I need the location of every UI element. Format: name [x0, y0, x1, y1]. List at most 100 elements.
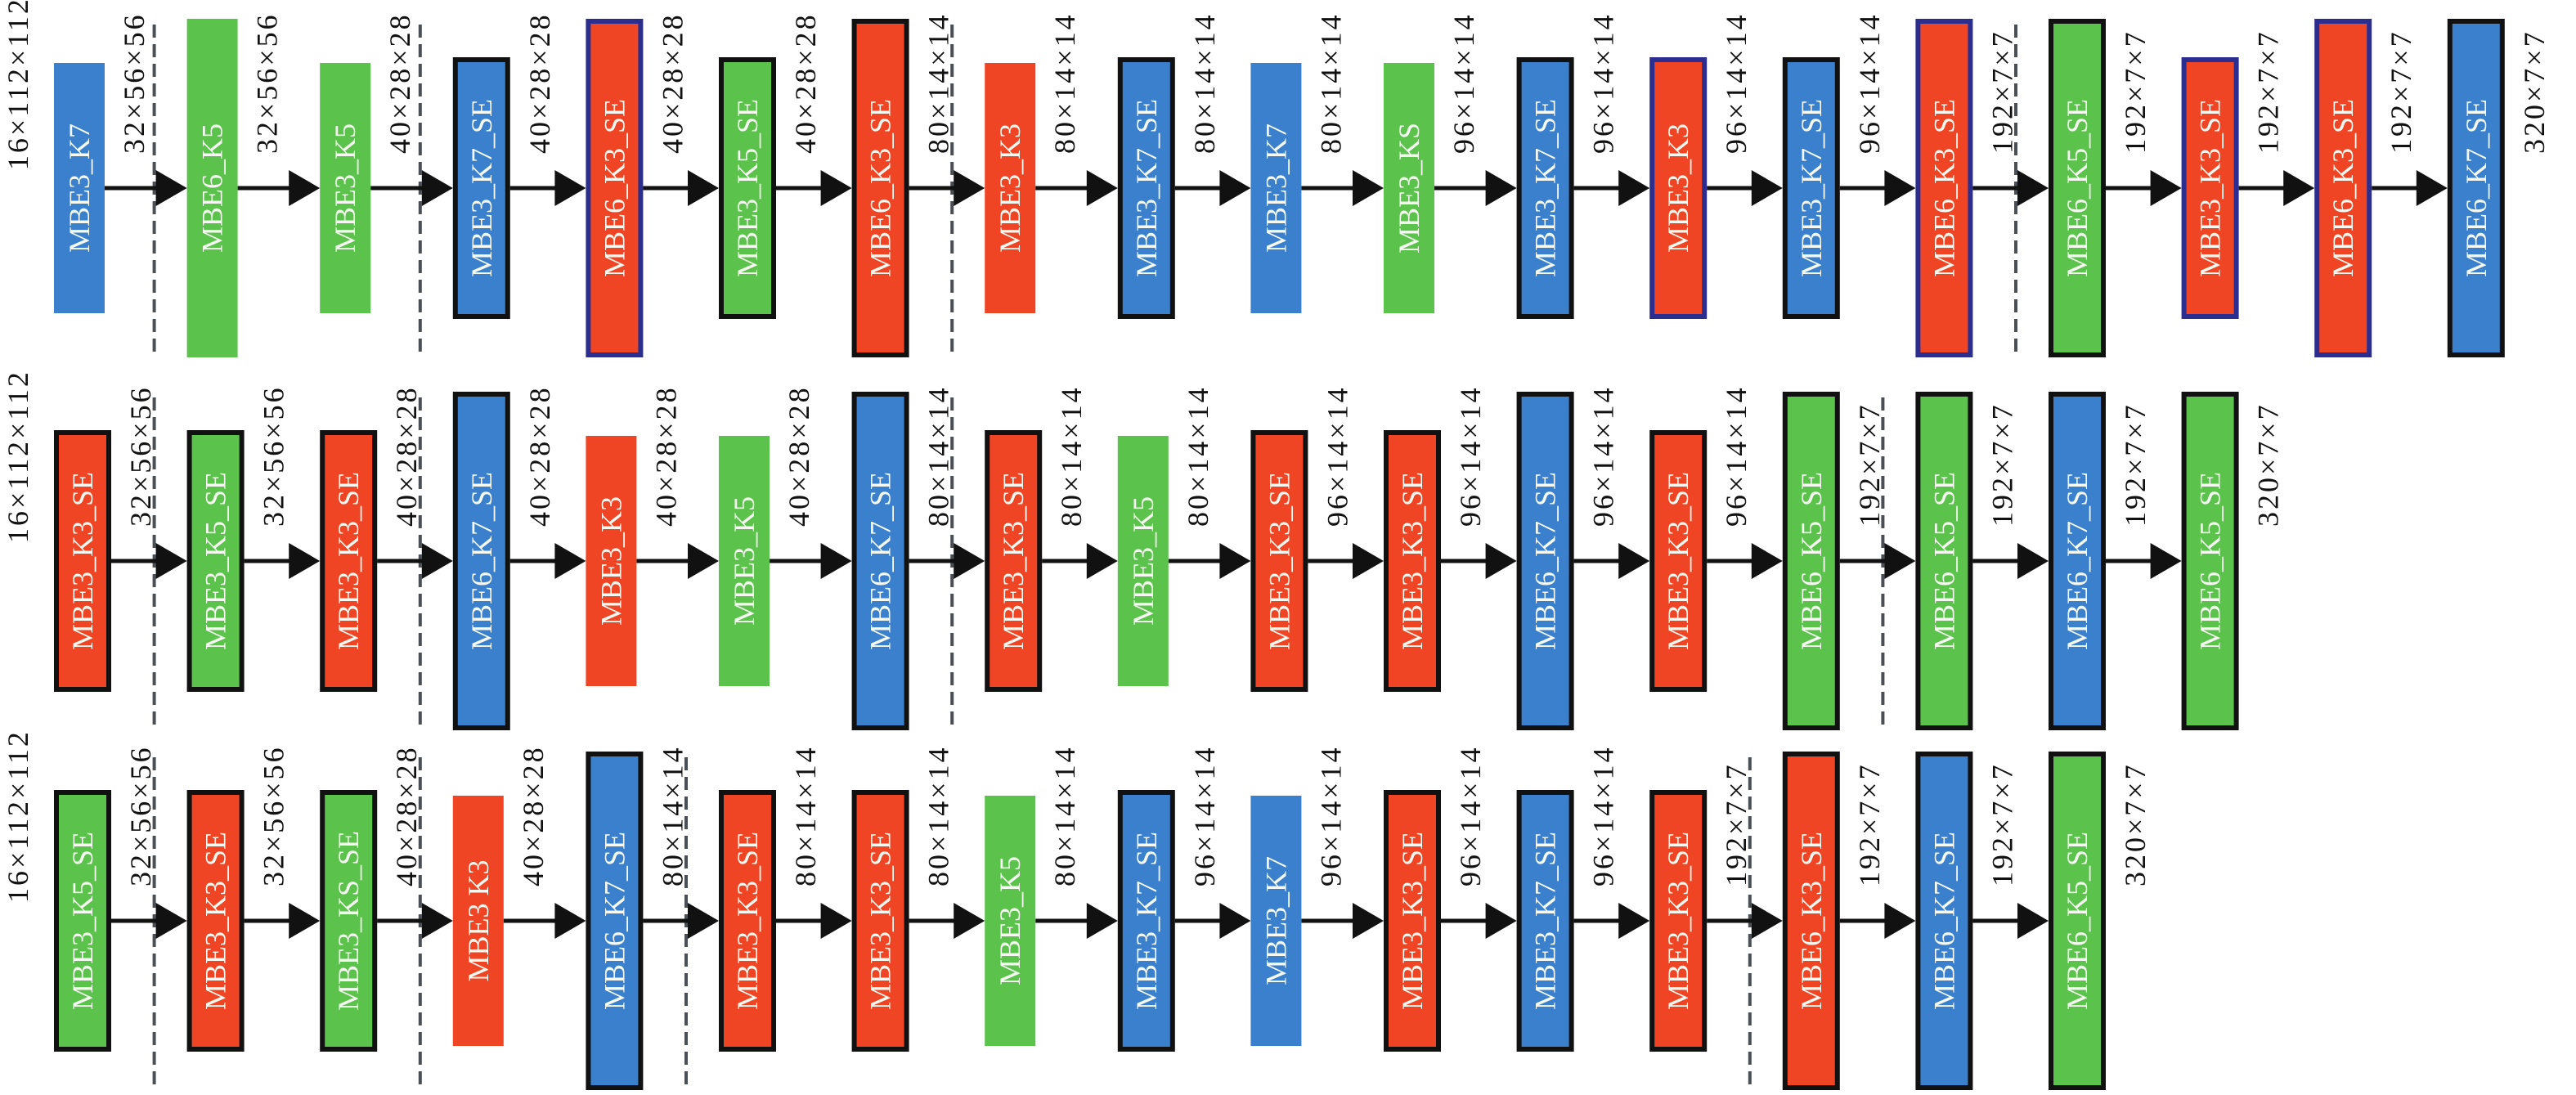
output-shape-label: 320×7×7 [2518, 29, 2551, 154]
block-label: MBE3_K3 [595, 496, 627, 626]
block-label: MBE6_K7_SE [864, 472, 897, 650]
block-label: MBE6_K3_SE [1928, 99, 1960, 277]
arrow-head-icon [2283, 170, 2315, 206]
arrow-head-icon [1485, 170, 1517, 206]
arrow-head-icon [1485, 903, 1517, 939]
block-label: MBE3_K7 [63, 123, 96, 253]
output-shape-label: 80×14×14 [656, 745, 689, 886]
block-mbe6-k3-se: MBE6_K3_SE [1915, 19, 1973, 357]
block-rect [320, 430, 378, 692]
block-mbe3-k3-se: MBE3_K3_SE [1649, 790, 1708, 1052]
output-shape-label: 32×56×56 [124, 745, 157, 886]
output-shape-label: 96×14×14 [1720, 12, 1752, 154]
output-shape-label: 40×28×28 [523, 385, 556, 527]
block-rect [985, 796, 1036, 1046]
output-shape-label: 40×28×28 [390, 745, 423, 886]
block-rect [851, 19, 909, 357]
block-rect [452, 392, 510, 730]
block-label: MBE3_K5_SE [66, 832, 99, 1010]
output-shape-label: 40×28×28 [649, 385, 682, 527]
block-rect [2181, 392, 2239, 730]
block-rect [1516, 57, 1574, 319]
block-rect [452, 796, 504, 1046]
block-mbe6-k7-se: MBE6_K7_SE [1516, 392, 1574, 730]
output-shape-label: 96×14×14 [1314, 745, 1347, 886]
arrow-head-icon [820, 543, 852, 579]
block-rect [719, 57, 776, 319]
block-label: MBE6_K3_SE [1795, 832, 1828, 1010]
arrow-head-icon [1353, 543, 1384, 579]
block-label: MBE6_K3_SE [598, 99, 631, 277]
input-shape-label: 16×112×112 [2, 729, 34, 903]
arrow-head-icon [1086, 170, 1118, 206]
output-shape-label: 80×14×14 [1048, 12, 1081, 154]
output-shape-label: 192×7×7 [2119, 402, 2152, 527]
output-shape-label: 80×14×14 [1182, 385, 1214, 527]
arrow-head-icon [1618, 170, 1650, 206]
arrow-head-icon [2017, 543, 2049, 579]
output-shape-label: 40×28×28 [523, 12, 556, 154]
block-rect [1915, 19, 1973, 357]
block-label: MBE6_K7_SE [598, 832, 631, 1010]
block-mbe3-k3-se: MBE3_K3_SE [985, 430, 1043, 692]
block-label: MBE3_K7_SE [465, 99, 498, 277]
output-shape-label: 40×28×28 [789, 12, 822, 154]
output-shape-label: 80×14×14 [1188, 12, 1221, 154]
block-label: MBE3_K3_SE [66, 472, 99, 650]
output-shape-label: 96×14×14 [1720, 385, 1752, 527]
arrow-head-icon [1751, 903, 1783, 939]
output-shape-label: 320×7×7 [2252, 402, 2285, 527]
input-shape-label: 16×112×112 [2, 0, 34, 170]
block-mbe3-ks: MBE3_KS [1384, 63, 1434, 313]
block-mbe6-k7-se: MBE6_K7_SE [2447, 19, 2505, 357]
block-mbe3-k7: MBE3_K7 [1250, 63, 1302, 313]
arrow-head-icon [1219, 543, 1251, 579]
block-label: MBE6_K3_SE [864, 99, 897, 277]
block-rect [54, 63, 105, 313]
output-shape-label: 96×14×14 [1188, 745, 1221, 886]
block-rect [1782, 752, 1840, 1090]
block-mbe6-k3-se: MBE6_K3_SE [851, 19, 909, 357]
block-label: MBE3_K5 [994, 856, 1026, 985]
block-rect [985, 430, 1043, 692]
block-rect [320, 790, 378, 1052]
block-rect [2049, 752, 2106, 1090]
block-label: MBE3_K3_SE [1396, 472, 1429, 650]
arrow-head-icon [1618, 543, 1650, 579]
block-mbe3-k3-se: MBE3_K3_SE [1384, 430, 1441, 692]
output-shape-label: 96×14×14 [1454, 385, 1487, 527]
arrow-head-icon [421, 170, 453, 206]
block-mbe3-k7-se: MBE3_K7_SE [1516, 57, 1574, 319]
output-shape-label: 32×56×56 [124, 385, 157, 527]
block-mbe3-k7-se: MBE3_K7_SE [1117, 57, 1175, 319]
block-mbe6-k5-se: MBE6_K5_SE [2181, 392, 2239, 730]
block-label: MBE6_K5_SE [2061, 99, 2094, 277]
block-mbe3-k7: MBE3_K7 [54, 63, 105, 313]
arrow-head-icon [554, 903, 586, 939]
block-mbe6-k5-se: MBE6_K5_SE [1915, 392, 1973, 730]
block-rect [1384, 63, 1434, 313]
block-mbe3-k5: MBE3_K5 [1117, 436, 1169, 686]
block-rect [851, 790, 909, 1052]
block-mbe6-k7-se: MBE6_K7_SE [1915, 752, 1973, 1090]
block-mbe6-k3-se: MBE6_K3_SE [1782, 752, 1840, 1090]
arrow-head-icon [155, 903, 187, 939]
arrow-head-icon [688, 170, 719, 206]
arrow-head-icon [1353, 170, 1384, 206]
block-label: MBE3_K7_SE [1529, 99, 1562, 277]
block-label: MBE3_K7_SE [1795, 99, 1828, 277]
arrow-head-icon [1086, 903, 1118, 939]
block-mbe3-k3-se: MBE3_K3_SE [719, 790, 776, 1052]
block-mbe3-k3-se: MBE3_K3_SE [851, 790, 909, 1052]
block-rect [586, 436, 637, 686]
block-label: MBE3_K5 [329, 123, 361, 253]
block-mbe6-k5: MBE6_K5 [186, 19, 238, 357]
block-mbe6-k3-se: MBE6_K3_SE [586, 19, 644, 357]
output-shape-label: 192×7×7 [1720, 762, 1752, 886]
block-label: MBE6_K5 [196, 123, 229, 253]
block-rect [851, 392, 909, 730]
block-rect [1117, 57, 1175, 319]
block-rect [1250, 63, 1302, 313]
block-label: MBE3_KS_SE [332, 831, 365, 1011]
block-label: MBE3_KS [1393, 123, 1425, 254]
